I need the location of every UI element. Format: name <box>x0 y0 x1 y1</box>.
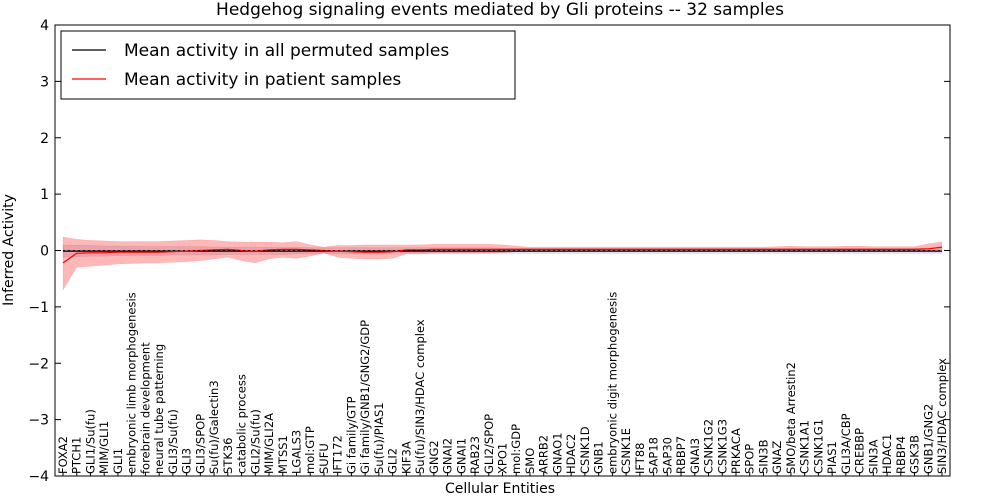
x-tick-label: GNAI1 <box>454 438 468 474</box>
x-axis: FOXA2 PTCH1 GLI1/Su(fu) MIM/GLI1 GLI1 embryon… <box>56 292 949 476</box>
x-tick-label: catabolic process <box>235 374 249 474</box>
x-tick-label: mol:GTP <box>303 426 317 474</box>
x-tick-label: GNAO1 <box>550 432 564 474</box>
y-tick-label: 4 <box>40 18 49 34</box>
x-tick-label: GNAI2 <box>441 438 455 474</box>
x-tick-label: Gi family/GNB1/GNG2/GDP <box>358 320 372 474</box>
x-tick-label: IFT172 <box>331 435 345 474</box>
x-tick-label: GLI2 <box>386 448 400 474</box>
x-tick-label: CSNK1A1 <box>798 420 812 474</box>
x-tick-label: PIAS1 <box>825 441 839 474</box>
x-tick-label: RBBP4 <box>894 436 908 474</box>
x-tick-label: neural tube patterning <box>152 344 166 474</box>
x-tick-label: SMO <box>523 448 537 474</box>
legend-box <box>60 30 516 100</box>
x-tick-label: GLI3/SPOP <box>193 414 207 474</box>
y-tick-label: −3 <box>28 413 49 429</box>
x-tick-label: MIM/GLI2A <box>262 413 276 474</box>
x-tick-label: SAP18 <box>647 437 661 474</box>
x-tick-label: forebrain development <box>138 342 152 474</box>
legend-label-permuted: Mean activity in all permuted samples <box>124 41 449 61</box>
y-tick-label: −2 <box>28 356 49 372</box>
x-tick-label: GNAI3 <box>688 438 702 474</box>
x-tick-label: CSNK1G3 <box>715 419 729 474</box>
x-tick-label: embryonic digit morphogenesis <box>605 292 619 474</box>
y-tick-label: 0 <box>40 244 49 260</box>
y-tick-label: 1 <box>40 187 49 203</box>
y-axis: −4 −3 −2 −1 0 1 2 3 4 <box>28 18 950 485</box>
x-tick-label: Su(fu)/SIN3/HDAC complex <box>413 319 427 474</box>
y-tick-label: −4 <box>28 469 49 485</box>
y-tick-label: 2 <box>40 131 49 147</box>
x-tick-label: GLI1 <box>111 448 125 474</box>
legend-label-patient: Mean activity in patient samples <box>124 70 401 90</box>
y-tick-label: −1 <box>28 300 49 316</box>
x-tick-label: GLI1/Su(fu) <box>84 409 98 474</box>
x-tick-label: RAB23 <box>468 436 482 474</box>
x-tick-label: FOXA2 <box>56 436 70 474</box>
x-tick-label: GLI2/Su(fu) <box>248 409 262 474</box>
x-tick-label: MIM/GLI1 <box>97 421 111 474</box>
x-tick-label: GNG2 <box>427 440 441 474</box>
confidence-bands <box>62 236 943 291</box>
x-tick-label: STK36 <box>221 438 235 475</box>
x-tick-label: SIN3B <box>757 439 771 474</box>
x-tick-label: CREBBP <box>853 428 867 474</box>
x-tick-label: SAP30 <box>660 437 674 474</box>
line-series-1 <box>62 246 943 264</box>
x-tick-label: GNB1 <box>592 441 606 474</box>
x-tick-label: SUFU <box>317 443 331 474</box>
x-tick-label: KIF3A <box>399 441 413 474</box>
x-tick-label: IFT88 <box>633 443 647 474</box>
x-tick-label: Gi family/GTP <box>344 396 358 474</box>
x-tick-label: CSNK1G1 <box>811 419 825 474</box>
x-tick-label: CSNK1D <box>578 426 592 474</box>
x-tick-label: XPO1 <box>496 443 510 474</box>
x-tick-label: embryonic limb morphogenesis <box>125 292 139 474</box>
x-tick-label: GSK3B <box>908 435 922 474</box>
x-tick-label: GNAZ <box>770 441 784 474</box>
x-tick-label: GLI3 <box>180 448 194 474</box>
x-tick-label: GLI2/SPOP <box>482 414 496 474</box>
x-tick-label: GLI3/Su(fu) <box>166 409 180 474</box>
x-tick-label: RBBP7 <box>674 436 688 474</box>
series-lines <box>62 246 943 264</box>
legend: Mean activity in all permuted samples Me… <box>60 30 516 100</box>
x-tick-label: MTSS1 <box>276 435 290 474</box>
x-tick-label: SMO/beta Arrestin2 <box>784 362 798 474</box>
chart-title: Hedgehog signaling events mediated by Gl… <box>216 0 784 20</box>
y-tick-label: 3 <box>40 74 49 90</box>
x-tick-label: Su(fu)/PIAS1 <box>372 402 386 474</box>
x-tick-label: HDAC2 <box>564 434 578 474</box>
x-tick-label: ARRB2 <box>537 435 551 474</box>
x-tick-label: CSNK1G2 <box>702 419 716 474</box>
x-tick-label: SPOP <box>743 444 757 474</box>
x-tick-label: GLI3A/CBP <box>839 413 853 474</box>
y-axis-label: Inferred Activity <box>1 194 17 306</box>
x-tick-label: GNB1/GNG2 <box>921 404 935 474</box>
x-tick-label: mol:GDP <box>509 424 523 474</box>
x-axis-label: Cellular Entities <box>445 481 555 497</box>
x-tick-label: SIN3/HDAC complex <box>935 358 949 474</box>
x-tick-label: Su(fu)/Galectin3 <box>207 380 221 474</box>
x-tick-label: PRKACA <box>729 428 743 474</box>
x-tick-label: CSNK1E <box>619 428 633 474</box>
x-tick-label: HDAC1 <box>880 434 894 474</box>
x-tick-label: LGALS3 <box>290 430 304 474</box>
x-tick-label: SIN3A <box>866 439 880 474</box>
band-series-1 <box>62 236 943 291</box>
x-tick-label: PTCH1 <box>70 437 84 474</box>
